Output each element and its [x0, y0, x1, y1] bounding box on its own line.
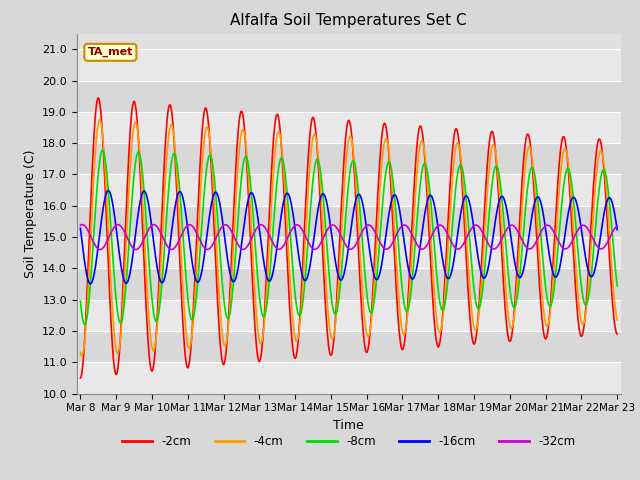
Bar — [77, 49, 621, 81]
Bar — [77, 362, 621, 394]
Bar — [77, 143, 621, 174]
Bar — [77, 81, 621, 112]
Bar — [77, 237, 621, 268]
Bar — [77, 206, 621, 237]
X-axis label: Time: Time — [333, 419, 364, 432]
Text: TA_met: TA_met — [88, 47, 133, 58]
Title: Alfalfa Soil Temperatures Set C: Alfalfa Soil Temperatures Set C — [230, 13, 467, 28]
Bar — [77, 174, 621, 206]
Y-axis label: Soil Temperature (C): Soil Temperature (C) — [24, 149, 36, 278]
Bar — [77, 268, 621, 300]
Bar — [77, 331, 621, 362]
Legend: -2cm, -4cm, -8cm, -16cm, -32cm: -2cm, -4cm, -8cm, -16cm, -32cm — [118, 430, 580, 453]
Bar — [77, 300, 621, 331]
Bar — [77, 112, 621, 143]
